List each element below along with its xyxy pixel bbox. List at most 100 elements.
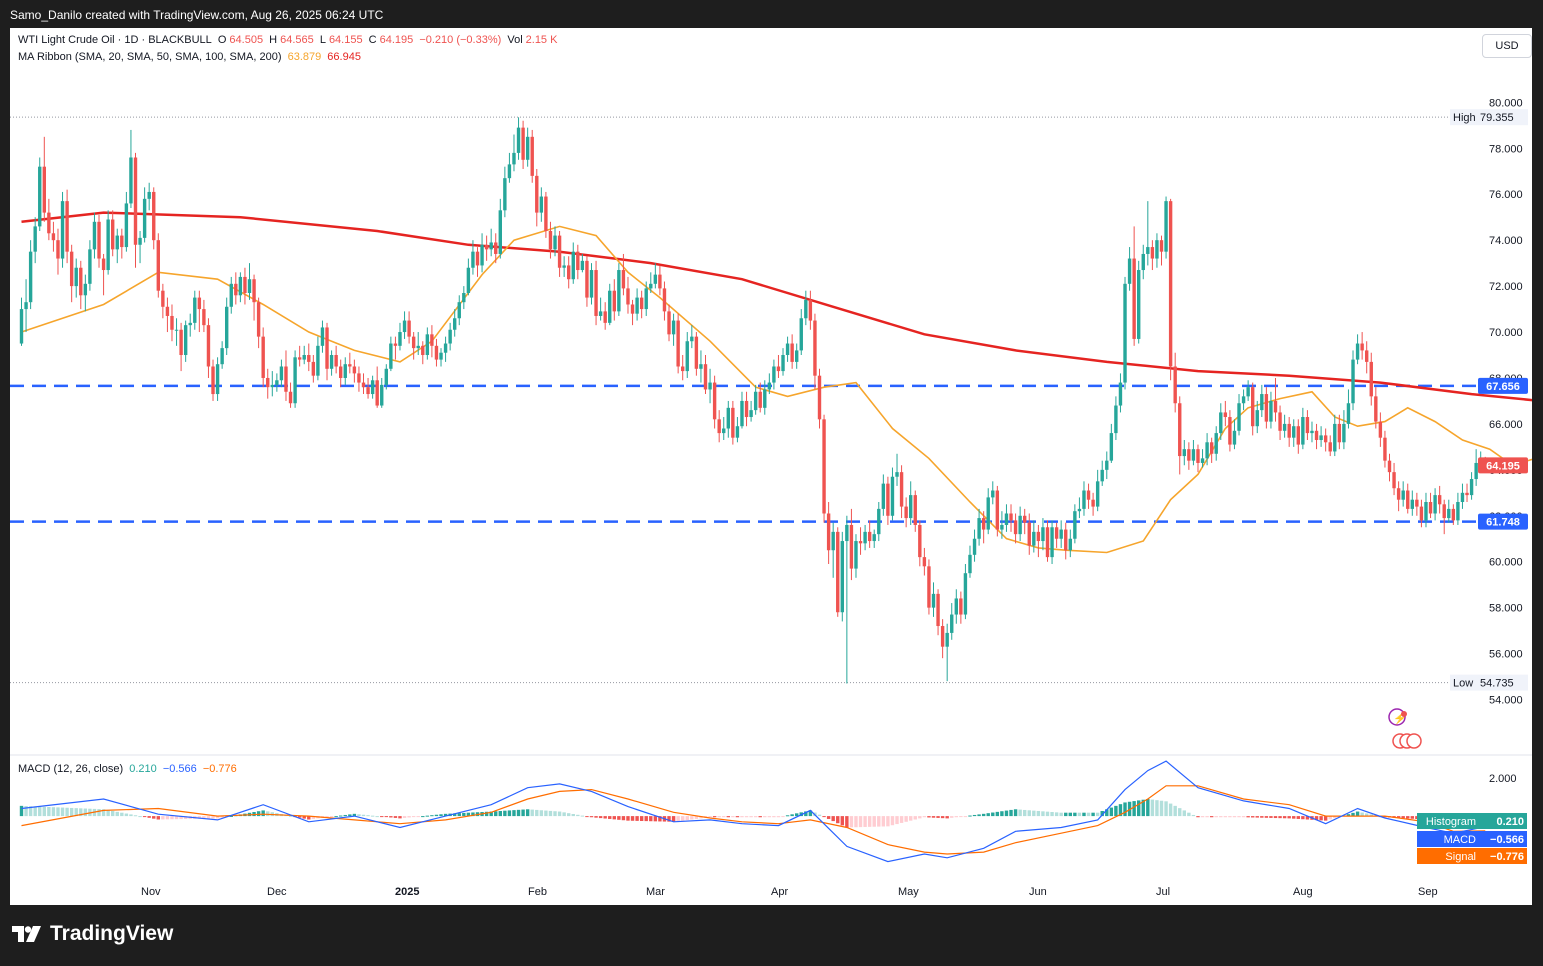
macd-histogram-bar — [854, 816, 858, 828]
candle-body — [1114, 405, 1118, 434]
macd-histogram-bar — [699, 816, 703, 819]
macd-histogram-bar — [33, 806, 37, 817]
price-tick-label: 78.000 — [1489, 143, 1523, 155]
candle-body — [772, 366, 776, 383]
candle-body — [366, 387, 370, 395]
candle-body — [439, 352, 443, 360]
candle-body — [1378, 421, 1383, 438]
macd-histogram-bar — [489, 811, 493, 817]
macd-histogram-bar — [507, 810, 512, 817]
time-axis-label: Aug — [1293, 886, 1313, 898]
macd-histogram-bar — [1346, 814, 1351, 817]
candle-body — [845, 524, 849, 542]
candle-body — [47, 212, 51, 234]
chart-canvas[interactable]: 80.00078.00076.00074.00072.00070.00068.0… — [10, 28, 1532, 905]
candle-body — [266, 377, 270, 388]
candle-body — [909, 495, 913, 519]
macd-histogram-bar — [1114, 805, 1118, 817]
macd-histogram-bar — [539, 810, 544, 817]
candle-body — [694, 336, 699, 369]
macd-histogram-bar — [562, 812, 566, 817]
symbol-name: WTI Light Crude Oil · 1D · BLACKBULL — [18, 34, 212, 46]
candle-body — [918, 524, 922, 558]
candle-body — [453, 318, 457, 330]
candle-body — [1287, 423, 1291, 438]
candle-body — [1447, 508, 1451, 519]
macd-histogram-bar — [434, 814, 439, 817]
us-flag-event-icon — [1406, 733, 1422, 749]
macd-histogram-bar — [1251, 816, 1255, 818]
macd-line — [21, 760, 1486, 863]
macd-histogram-bar — [288, 815, 293, 817]
candle-body — [434, 345, 439, 360]
macd-histogram-bar — [571, 813, 575, 817]
candle-body — [931, 593, 936, 608]
candle-body — [749, 410, 753, 418]
macd-histogram-bar — [895, 816, 899, 825]
macd-histogram-bar — [1064, 812, 1068, 817]
macd-histogram-bar — [1182, 810, 1186, 817]
tradingview-logo-icon — [12, 926, 41, 942]
macd-tick-label: 2.000 — [1489, 773, 1517, 785]
macd-histogram-bar — [1146, 799, 1150, 817]
price-tick-label: 60.000 — [1489, 557, 1523, 569]
candle-body — [124, 203, 129, 248]
time-axis-label: Dec — [267, 886, 287, 898]
macd-histogram-bar — [785, 815, 790, 817]
candle-body — [1064, 529, 1068, 551]
candle-body — [849, 524, 854, 569]
macd-histogram-bar — [735, 816, 740, 818]
candle-body — [1246, 387, 1250, 397]
macd-histogram-bar — [685, 816, 689, 821]
candle-body — [503, 178, 507, 211]
macd-histogram-bar — [380, 816, 384, 818]
macd-histogram-bar — [758, 816, 762, 818]
macd-badge-value-bg — [1479, 831, 1527, 847]
macd-pane-label: MACD (12, 26, close) — [18, 763, 124, 775]
candle-body — [649, 283, 653, 289]
macd-histogram-bar — [544, 810, 548, 817]
macd-histogram-bar — [621, 816, 626, 821]
macd-histogram-bar — [753, 816, 758, 818]
candle-body — [617, 270, 621, 312]
ma20-value: 63.879 — [287, 51, 322, 63]
candle-body — [1086, 490, 1091, 500]
candle-body — [215, 364, 220, 395]
candle-body — [1360, 343, 1364, 351]
candle-body — [1305, 417, 1310, 434]
candle-body — [653, 274, 658, 284]
candle-body — [690, 336, 694, 342]
candle-body — [621, 270, 626, 289]
candle-body — [69, 251, 74, 287]
candle-body — [462, 293, 466, 303]
macd-histogram-bar — [598, 816, 603, 819]
candle-body — [954, 598, 958, 615]
candle-body — [863, 531, 867, 544]
macd-histogram-bar — [1173, 805, 1177, 817]
candle-body — [1164, 201, 1168, 252]
macd-histogram-bar — [1255, 816, 1259, 818]
tradingview-branding: TradingView — [12, 922, 173, 946]
symbol-legend: WTI Light Crude Oil · 1D · BLACKBULL O 64… — [18, 34, 560, 46]
candle-body — [411, 336, 416, 349]
candle-body — [1342, 423, 1346, 443]
candle-body — [671, 320, 676, 335]
currency-button[interactable]: USD — [1482, 34, 1532, 58]
candle-body — [836, 531, 840, 613]
candle-body — [370, 380, 375, 395]
candle-body — [950, 614, 954, 633]
candle-body — [927, 566, 931, 608]
candle-body — [626, 288, 630, 305]
macd-histogram-bar — [963, 816, 968, 818]
candle-body — [991, 490, 995, 498]
macd-histogram-bar — [530, 809, 534, 817]
macd-histogram-bar — [767, 816, 772, 818]
candle-body — [867, 531, 872, 542]
candle-body — [1310, 430, 1314, 434]
candle-body — [1059, 529, 1063, 539]
candle-body — [667, 311, 671, 335]
candle-body — [940, 626, 945, 647]
macd-histogram-bar — [206, 816, 211, 819]
candle-body — [635, 297, 639, 314]
macd-histogram-bar — [1023, 809, 1027, 817]
